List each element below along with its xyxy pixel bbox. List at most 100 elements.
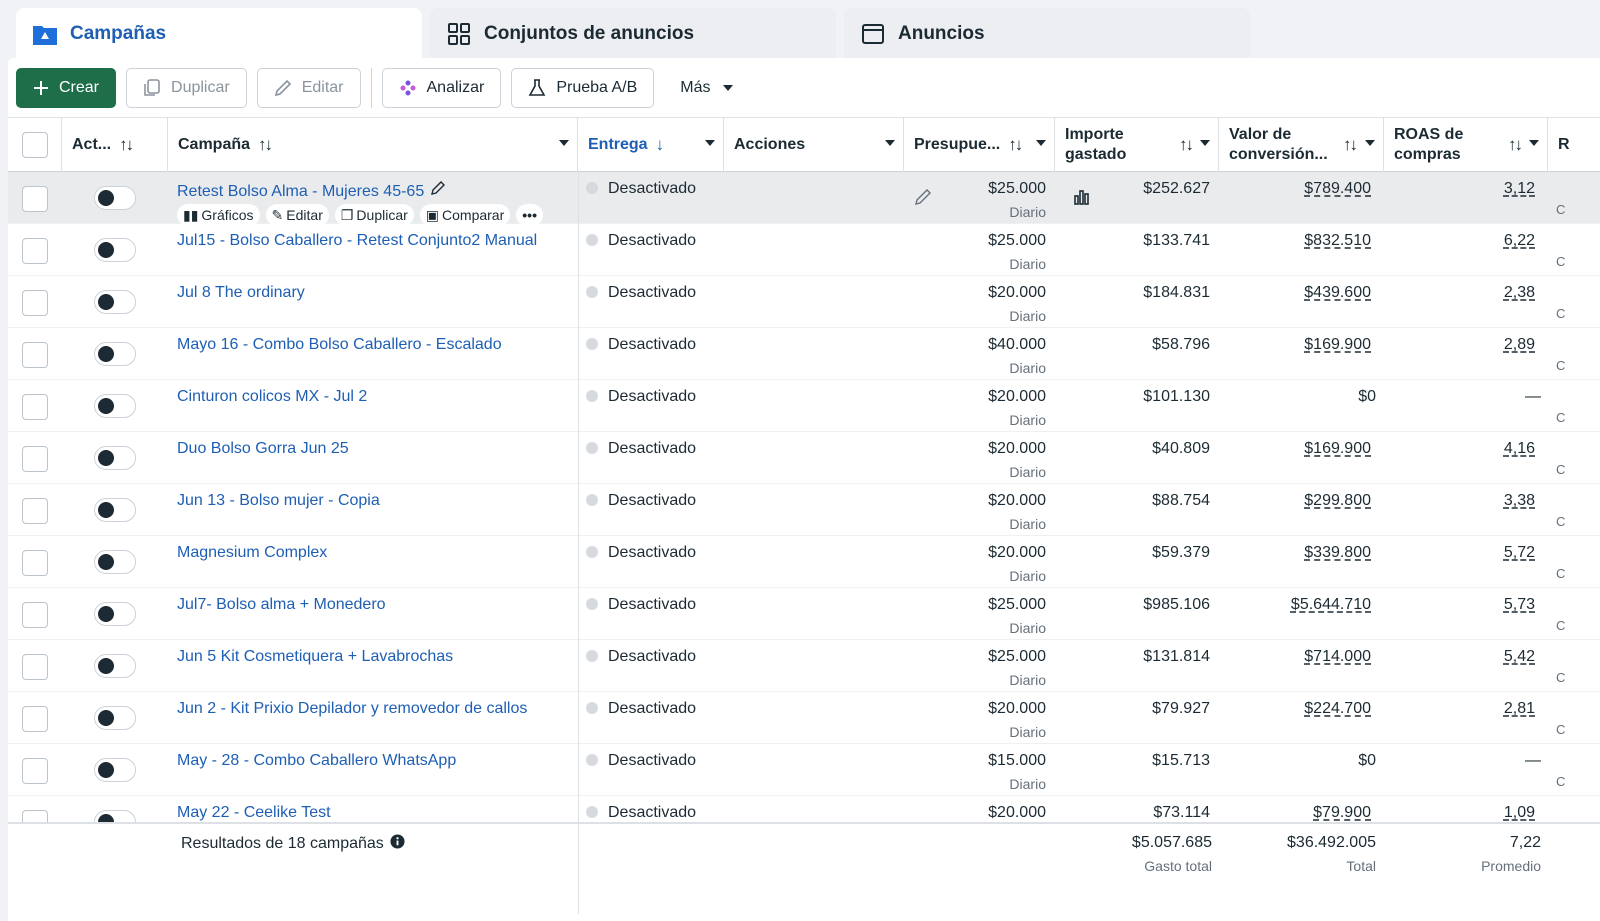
select-all-checkbox[interactable] — [22, 132, 48, 158]
campaign-name-link[interactable]: Cinturon colicos MX - Jul 2 — [177, 388, 368, 405]
row-checkbox[interactable] — [22, 810, 48, 822]
roas-value[interactable]: 2,38 — [1503, 284, 1535, 301]
campaign-name-link[interactable]: Magnesium Complex — [177, 544, 328, 561]
campaign-toggle[interactable] — [94, 238, 136, 262]
conversion-value[interactable]: $339.800 — [1304, 544, 1371, 561]
table-row[interactable]: Jul15 - Bolso Caballero - Retest Conjunt… — [8, 224, 1600, 276]
campaign-name-link[interactable]: Mayo 16 - Combo Bolso Caballero - Escala… — [177, 336, 502, 353]
campaign-toggle[interactable] — [94, 342, 136, 366]
caret-down-icon[interactable] — [1529, 140, 1539, 146]
campaign-name-link[interactable]: May - 28 - Combo Caballero WhatsApp — [177, 752, 457, 769]
roas-value[interactable]: 1,09 — [1503, 804, 1535, 821]
campaign-name-link[interactable]: Retest Bolso Alma - Mujeres 45-65 — [177, 183, 425, 200]
campaign-name-link[interactable]: May 22 - Ceelike Test — [177, 804, 331, 821]
campaign-toggle[interactable] — [94, 394, 136, 418]
roas-value[interactable]: 5,42 — [1503, 648, 1535, 665]
sort-icon[interactable]: ↑↓ — [258, 135, 273, 154]
row-checkbox[interactable] — [22, 758, 48, 784]
campaign-toggle[interactable] — [94, 290, 136, 314]
col-amount-spent[interactable]: Importe gastado ↑↓ — [1055, 118, 1219, 172]
table-row[interactable]: Magnesium Complex Desactivado $20.000 Diari… — [8, 536, 1600, 588]
conversion-value[interactable]: $789.400 — [1304, 180, 1371, 197]
table-row[interactable]: May - 28 - Combo Caballero WhatsApp Desac… — [8, 744, 1600, 796]
row-checkbox[interactable] — [22, 654, 48, 680]
sort-icon[interactable]: ↑↓ — [1008, 135, 1023, 154]
campaign-name-link[interactable]: Jun 5 Kit Cosmetiquera + Lavabrochas — [177, 648, 454, 665]
ab-test-button[interactable]: Prueba A/B — [511, 68, 655, 108]
campaign-name-link[interactable]: Jun 13 - Bolso mujer - Copia — [177, 492, 380, 509]
col-roas[interactable]: ROAS de compras ↑↓ — [1384, 118, 1548, 172]
analyze-button[interactable]: Analizar — [381, 68, 502, 108]
caret-down-icon[interactable] — [559, 140, 569, 146]
tab-ads[interactable]: Anuncios — [844, 8, 1250, 60]
duplicate-button[interactable]: Duplicar — [126, 68, 247, 108]
campaign-toggle[interactable] — [94, 758, 136, 782]
sort-desc-icon[interactable]: ↓ — [655, 135, 664, 154]
caret-down-icon[interactable] — [1036, 140, 1046, 146]
row-checkbox[interactable] — [22, 498, 48, 524]
conversion-value[interactable]: $5.644.710 — [1290, 596, 1371, 613]
conversion-value[interactable]: $299.800 — [1304, 492, 1371, 509]
row-checkbox[interactable] — [22, 238, 48, 264]
sort-icon[interactable]: ↑↓ — [1508, 135, 1523, 154]
conversion-value[interactable]: $714.000 — [1304, 648, 1371, 665]
table-row[interactable]: Jun 5 Kit Cosmetiquera + Lavabrochas Desa… — [8, 640, 1600, 692]
campaign-toggle[interactable] — [94, 602, 136, 626]
campaign-toggle[interactable] — [94, 550, 136, 574]
caret-down-icon[interactable] — [1200, 140, 1210, 146]
campaign-name-link[interactable]: Jul 8 The ordinary — [177, 284, 305, 301]
campaign-name-link[interactable]: Duo Bolso Gorra Jun 25 — [177, 440, 349, 457]
sort-icon[interactable]: ↑↓ — [1179, 135, 1194, 154]
campaign-name-link[interactable]: Jul15 - Bolso Caballero - Retest Conjunt… — [177, 232, 538, 249]
row-checkbox[interactable] — [22, 550, 48, 576]
roas-value[interactable]: 6,22 — [1503, 232, 1535, 249]
bar-chart-icon[interactable] — [1073, 188, 1091, 211]
create-button[interactable]: Crear — [16, 68, 117, 108]
compare-button[interactable]: ▣ Comparar — [419, 204, 511, 226]
campaign-toggle[interactable] — [94, 498, 136, 522]
caret-down-icon[interactable] — [705, 140, 715, 146]
campaign-name-link[interactable]: Jul7- Bolso alma + Monedero — [177, 596, 386, 613]
table-row[interactable]: Retest Bolso Alma - Mujeres 45-65 ▮▮ Gráfi… — [8, 172, 1600, 226]
row-edit-button[interactable]: ✎ Editar — [265, 204, 329, 226]
table-row[interactable]: Jun 13 - Bolso mujer - Copia Desactivado $… — [8, 484, 1600, 536]
table-row[interactable]: Jul 8 The ordinary Desactivado $20.000 Diar… — [8, 276, 1600, 328]
edit-button[interactable]: Editar — [256, 68, 361, 108]
table-row[interactable]: Cinturon colicos MX - Jul 2 Desactivado $2… — [8, 380, 1600, 432]
roas-value[interactable]: 3,38 — [1503, 492, 1535, 509]
tab-campaigns[interactable]: Campañas — [16, 8, 422, 60]
info-icon[interactable] — [390, 834, 405, 854]
sort-icon[interactable]: ↑↓ — [1343, 135, 1358, 154]
col-conversion-value[interactable]: Valor de conversión... ↑↓ — [1219, 118, 1384, 172]
edit-budget-icon[interactable] — [914, 188, 932, 211]
conversion-value[interactable]: $224.700 — [1304, 700, 1371, 717]
col-delivery[interactable]: Entrega ↓ — [578, 118, 724, 172]
row-more-button[interactable]: ••• — [516, 204, 543, 226]
roas-value[interactable]: 5,73 — [1503, 596, 1535, 613]
row-checkbox[interactable] — [22, 186, 48, 212]
charts-button[interactable]: ▮▮ Gráficos — [177, 204, 260, 226]
col-budget[interactable]: Presupue... ↑↓ — [904, 118, 1055, 172]
row-duplicate-button[interactable]: ❐ Duplicar — [334, 204, 414, 226]
roas-value[interactable]: 2,89 — [1503, 336, 1535, 353]
pencil-icon[interactable] — [430, 181, 446, 200]
table-row[interactable]: May 22 - Ceelike Test Desactivado $20.000 $… — [8, 796, 1600, 822]
conversion-value[interactable]: $169.900 — [1304, 440, 1371, 457]
row-checkbox[interactable] — [22, 342, 48, 368]
tab-ad-sets[interactable]: Conjuntos de anuncios — [430, 8, 836, 60]
campaign-toggle[interactable] — [94, 186, 136, 210]
col-clipped[interactable]: R — [1548, 118, 1600, 172]
col-campaign[interactable]: Campaña ↑↓ — [168, 118, 578, 172]
campaign-toggle[interactable] — [94, 446, 136, 470]
conversion-value[interactable]: $169.900 — [1304, 336, 1371, 353]
table-row[interactable]: Jun 2 - Kit Prixio Depilador y removedor… — [8, 692, 1600, 744]
conversion-value[interactable]: $79.900 — [1313, 804, 1371, 821]
col-actions[interactable]: Acciones — [724, 118, 904, 172]
campaign-toggle[interactable] — [94, 810, 136, 822]
roas-value[interactable]: 2,81 — [1503, 700, 1535, 717]
row-checkbox[interactable] — [22, 706, 48, 732]
campaign-toggle[interactable] — [94, 654, 136, 678]
campaign-name-link[interactable]: Jun 2 - Kit Prixio Depilador y removedor… — [177, 700, 528, 717]
roas-value[interactable]: 4,16 — [1503, 440, 1535, 457]
roas-value[interactable]: 5,72 — [1503, 544, 1535, 561]
